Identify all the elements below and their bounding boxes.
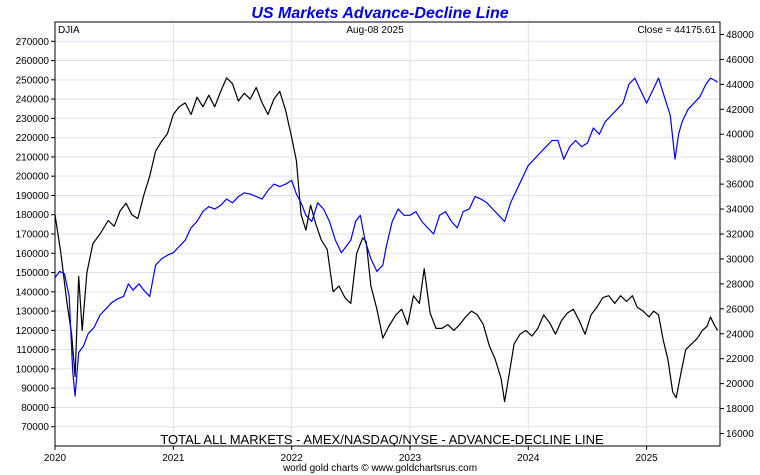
djia-series xyxy=(54,77,718,397)
left-tick-label: 160000 xyxy=(16,249,50,260)
chart-title: US Markets Advance-Decline Line xyxy=(251,5,508,22)
right-tick-label: 46000 xyxy=(726,55,754,66)
right-tick-label: 18000 xyxy=(726,404,754,415)
left-tick-label: 70000 xyxy=(21,422,49,433)
ad-line-series xyxy=(54,77,719,403)
left-tick-label: 170000 xyxy=(16,230,50,241)
left-tick-label: 140000 xyxy=(16,287,50,298)
right-tick-label: 22000 xyxy=(726,354,754,365)
x-tick-label: 2023 xyxy=(399,453,422,464)
left-tick-label: 120000 xyxy=(16,326,50,337)
close-label: Close = 44175.61 xyxy=(637,25,716,36)
right-tick-label: 28000 xyxy=(726,279,754,290)
left-tick-label: 110000 xyxy=(16,345,49,356)
right-tick-label: 26000 xyxy=(726,304,754,315)
left-tick-label: 90000 xyxy=(21,384,49,395)
right-tick-label: 16000 xyxy=(726,429,754,440)
left-tick-label: 220000 xyxy=(16,133,50,144)
right-tick-label: 30000 xyxy=(726,254,754,265)
left-tick-label: 240000 xyxy=(16,95,50,106)
left-tick-label: 270000 xyxy=(16,37,50,48)
left-tick-label: 250000 xyxy=(16,75,50,86)
right-tick-label: 40000 xyxy=(726,130,754,141)
right-axis: 16000 18000 20000 22000 24000 26000 28000 30000… xyxy=(720,30,754,440)
left-tick-label: 200000 xyxy=(16,172,50,183)
left-tick-label: 150000 xyxy=(16,268,50,279)
x-axis: 2020 2021 2022 2023 2024 2025 xyxy=(44,446,658,464)
footer-credit: world gold charts © www.goldchartsrus.co… xyxy=(282,463,477,474)
right-tick-label: 42000 xyxy=(726,105,754,116)
right-tick-label: 44000 xyxy=(726,80,754,91)
right-tick-label: 24000 xyxy=(726,329,754,340)
left-tick-label: 190000 xyxy=(16,191,50,202)
right-tick-label: 32000 xyxy=(726,230,754,241)
bottom-label: TOTAL ALL MARKETS - AMEX/NASDAQ/NYSE - A… xyxy=(160,432,604,447)
x-tick-label: 2021 xyxy=(162,453,185,464)
left-tick-label: 210000 xyxy=(16,152,50,163)
right-tick-label: 48000 xyxy=(726,30,754,41)
right-tick-label: 38000 xyxy=(726,155,754,166)
left-tick-label: 260000 xyxy=(16,56,50,67)
right-tick-label: 36000 xyxy=(726,180,754,191)
left-tick-label: 230000 xyxy=(16,114,50,125)
left-tick-label: 130000 xyxy=(16,307,50,318)
x-tick-label: 2020 xyxy=(44,453,67,464)
left-tick-label: 100000 xyxy=(16,364,50,375)
x-tick-label: 2022 xyxy=(281,453,304,464)
x-tick-label: 2024 xyxy=(517,453,540,464)
date-label: Aug-08 2025 xyxy=(346,25,404,36)
right-tick-label: 20000 xyxy=(726,379,754,390)
left-axis: 70000 80000 90000 100000 110000 120000 130000 1… xyxy=(16,37,55,433)
left-tick-label: 180000 xyxy=(16,210,50,221)
ticker-label: DJIA xyxy=(58,25,80,36)
right-tick-label: 34000 xyxy=(726,205,754,216)
series-layer xyxy=(54,77,719,403)
x-tick-label: 2025 xyxy=(636,453,659,464)
left-tick-label: 80000 xyxy=(21,403,49,414)
